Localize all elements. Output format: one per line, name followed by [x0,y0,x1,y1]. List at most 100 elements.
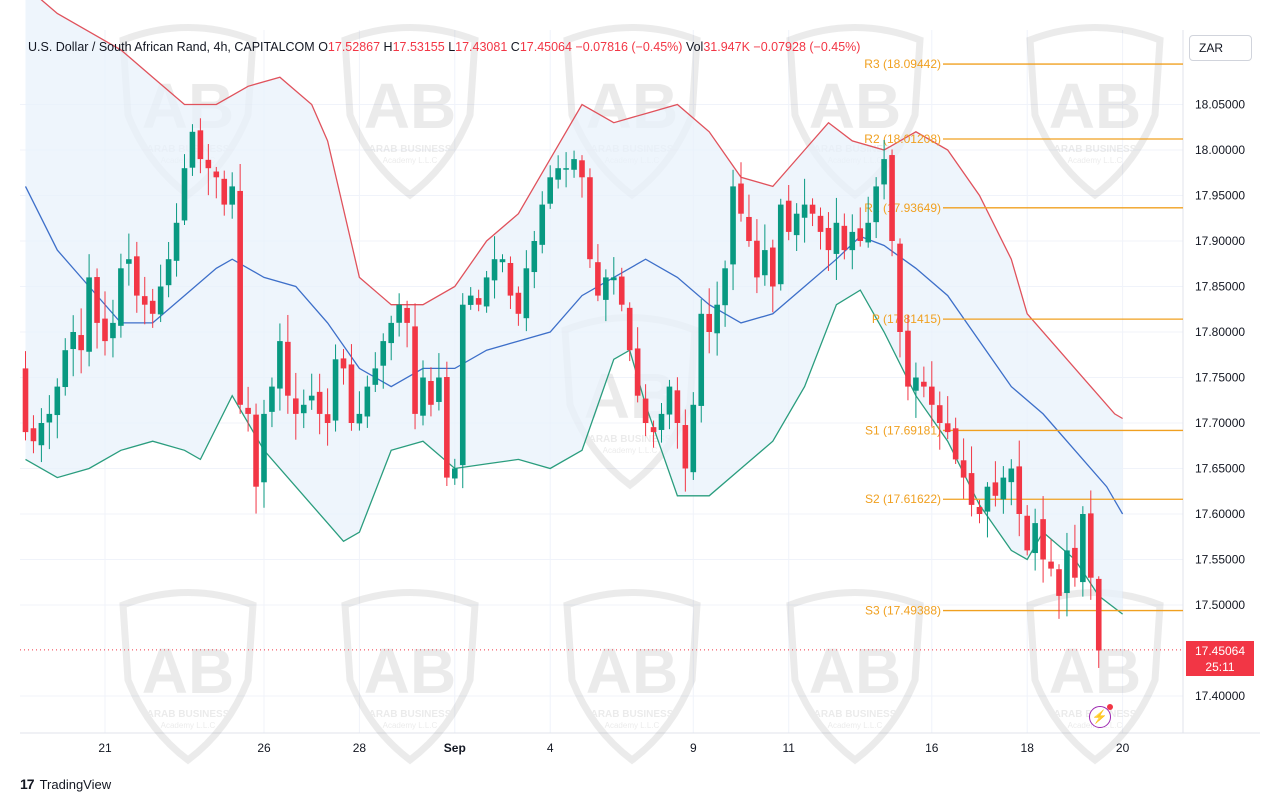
candle-body [340,358,347,369]
candle-body [38,423,45,446]
candle-body [650,427,657,433]
price-tick-label: 17.60000 [1195,507,1245,521]
candle [293,372,299,440]
candle [483,270,490,313]
candle [984,482,991,538]
candle [746,194,752,247]
candle-body [173,222,180,261]
watermark-line1: ARAB BUSINESS [147,709,230,720]
candle [960,438,967,499]
lightning-bolt-icon[interactable]: ⚡ [1089,704,1113,728]
candle [444,361,450,487]
candle-body [698,313,705,406]
pivot-label-s3: S3 (17.49388) [865,604,941,618]
candle-body [324,414,331,423]
currency-button[interactable]: ZAR [1189,35,1252,61]
candle-body [70,332,76,350]
candle-body [571,159,577,170]
candle [523,250,530,332]
candle-body [587,177,593,260]
tradingview-logo[interactable]: 17 TradingView [20,776,111,792]
candle [364,375,371,428]
candle-body [316,391,323,414]
candle [547,165,553,209]
time-axis[interactable]: 21 26 28 Sep 4 9 11 16 18 20 [98,741,1129,755]
candle-body [126,259,132,264]
candle [849,214,856,270]
candle [889,149,895,257]
candle [181,154,188,225]
candle-body [952,428,959,460]
candle-body [491,259,498,281]
candle-body [523,268,530,319]
candle-body [992,482,999,496]
candle-body [348,364,355,423]
candle [404,300,410,348]
candle [913,362,919,418]
candle-body [674,390,681,423]
candle [436,353,442,411]
candle-body [94,277,100,323]
candle-body [102,318,108,342]
candle [459,293,466,489]
candle-body [181,168,188,221]
candle [881,139,887,200]
candle-body [777,204,784,285]
candle [1040,496,1046,583]
candle [22,351,29,441]
candle-body [269,386,275,412]
candle-body [157,286,164,315]
high-label: H [383,40,393,54]
candle-body [563,168,569,170]
candle-body [634,348,641,396]
candle [229,172,235,219]
candle [1024,505,1030,556]
bollinger-basis-line [24,186,1124,515]
candle-body [682,425,689,469]
candle-body [364,386,371,417]
candle-body [86,277,92,352]
candle-body [547,177,553,204]
candle-body [141,296,148,305]
pivot-label-r3: R3 (18.09442) [864,57,941,71]
candle-body [706,313,712,332]
candle-body [118,268,124,326]
symbol-legend[interactable]: U.S. Dollar / South African Rand, 4h, CA… [28,40,860,54]
candle [563,152,569,188]
pivot-levels: R3 (18.09442) R2 (18.01208) R1 (17.93649) P… [864,57,1183,618]
candle [46,395,53,450]
candle [94,268,100,349]
candle [475,289,482,312]
open-value: 17.52867 [327,40,381,54]
candle [801,178,808,243]
price-tick-label: 17.50000 [1195,598,1245,612]
candle [1016,440,1023,537]
candle [555,155,561,189]
candle [515,286,522,326]
watermark-line2: Academy L.L.C [383,721,438,730]
watermark-line1: ARAB BUSINESS [589,434,672,445]
candle [770,239,776,313]
watermark-line2: Academy L.L.C [605,721,660,730]
price-axis[interactable]: 18.05000 18.00000 17.95000 17.90000 17.85000… [1195,98,1245,704]
candle-body [22,368,29,433]
candle-body [968,473,975,505]
candle [857,207,864,247]
candle [412,303,418,430]
watermark-line2: Academy L.L.C [161,721,216,730]
candle [491,236,498,299]
candle [86,254,92,367]
candle [126,233,132,286]
candle-body [857,228,864,241]
candle-body [555,168,561,180]
time-tick-label: 20 [1116,741,1130,755]
watermark-line1: ARAB BUSINESS [591,709,674,720]
candle-body [285,341,291,396]
candle [428,367,434,417]
candle-body [531,241,538,273]
candle [372,352,379,393]
candle [1032,508,1038,571]
